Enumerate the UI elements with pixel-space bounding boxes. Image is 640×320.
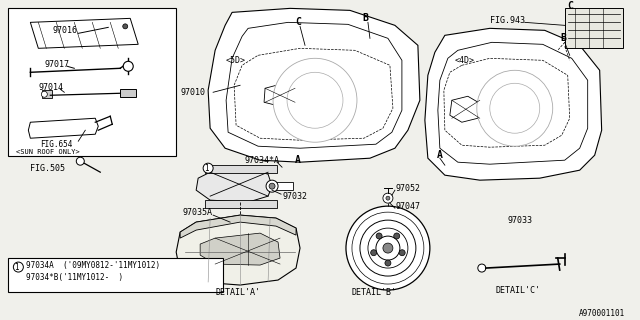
Text: <5D>: <5D> (226, 56, 246, 65)
Text: 97047: 97047 (396, 202, 421, 211)
Circle shape (394, 233, 400, 239)
Text: 97014: 97014 (38, 83, 63, 92)
Polygon shape (425, 28, 602, 180)
Bar (205, 165, 277, 173)
Text: FIG.654: FIG.654 (40, 140, 73, 149)
Circle shape (383, 243, 393, 253)
Circle shape (352, 212, 424, 284)
Bar (8, 8, 176, 156)
Text: <4D>: <4D> (455, 56, 475, 65)
Circle shape (360, 220, 416, 276)
Circle shape (385, 260, 391, 266)
Text: FIG.505: FIG.505 (30, 164, 65, 173)
Text: 97034A  ('09MY0812-'11MY1012): 97034A ('09MY0812-'11MY1012) (26, 260, 161, 269)
Text: 1: 1 (14, 263, 19, 272)
Text: 97034*B('11MY1012-  ): 97034*B('11MY1012- ) (26, 273, 124, 282)
Text: C: C (295, 17, 301, 27)
Circle shape (478, 264, 486, 272)
Bar (120, 89, 136, 97)
Text: B: B (561, 33, 566, 43)
Text: 97032: 97032 (282, 192, 307, 201)
Circle shape (371, 250, 377, 256)
Bar (205, 200, 277, 208)
Circle shape (368, 228, 408, 268)
Text: DETAIL'B': DETAIL'B' (351, 288, 396, 297)
Text: 97010: 97010 (180, 88, 205, 97)
Bar (564, 8, 623, 48)
Circle shape (287, 72, 343, 128)
Text: 1: 1 (204, 164, 209, 173)
Polygon shape (30, 18, 138, 48)
Text: A: A (295, 155, 301, 165)
Text: A: A (437, 150, 443, 160)
Circle shape (42, 91, 47, 97)
Text: 97016: 97016 (52, 26, 77, 35)
Bar (42, 90, 52, 98)
Text: DETAIL'C': DETAIL'C' (495, 285, 540, 294)
Polygon shape (176, 215, 300, 285)
Circle shape (203, 163, 213, 173)
Text: DETAIL'A': DETAIL'A' (216, 288, 260, 297)
Text: 97035A: 97035A (182, 208, 212, 217)
Circle shape (386, 196, 390, 200)
Text: 97017: 97017 (44, 60, 69, 69)
Circle shape (76, 157, 84, 165)
Circle shape (123, 24, 128, 29)
Bar (275, 182, 293, 190)
Text: 97034*A: 97034*A (244, 156, 279, 165)
Text: A970001101: A970001101 (579, 308, 625, 317)
Circle shape (490, 83, 540, 133)
Polygon shape (180, 215, 296, 238)
Bar (8, 258, 223, 292)
Polygon shape (200, 233, 280, 265)
Circle shape (376, 233, 382, 239)
Circle shape (266, 180, 278, 192)
Text: 97033: 97033 (508, 216, 532, 225)
Circle shape (13, 262, 23, 272)
Text: B: B (362, 13, 368, 23)
Polygon shape (208, 8, 420, 162)
Circle shape (273, 58, 357, 142)
Circle shape (399, 250, 405, 256)
Text: <SUN ROOF ONLY>: <SUN ROOF ONLY> (17, 149, 80, 155)
Circle shape (376, 236, 400, 260)
Circle shape (269, 183, 275, 189)
Circle shape (383, 193, 393, 203)
Text: FIG.943: FIG.943 (490, 16, 525, 25)
Polygon shape (196, 168, 272, 202)
Text: 97052: 97052 (396, 184, 421, 193)
Circle shape (477, 70, 553, 146)
Circle shape (124, 61, 133, 71)
Circle shape (346, 206, 430, 290)
Text: C: C (568, 1, 573, 12)
